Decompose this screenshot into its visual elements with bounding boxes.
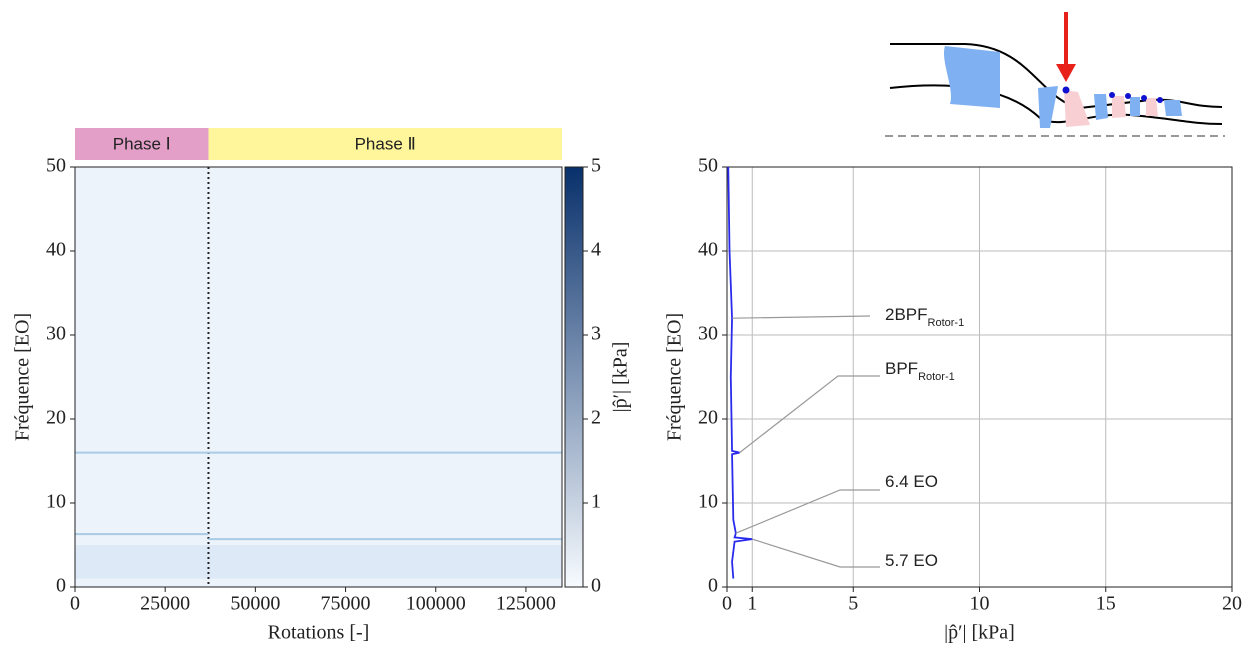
x-tick-label: 50000 (230, 593, 280, 615)
x-tick-label: 100000 (406, 593, 466, 615)
annotation-leader (739, 375, 880, 454)
annotation: 5.7 EO (885, 551, 938, 570)
annotation-text: 6.4 EO (885, 472, 938, 491)
y-tick-label: 40 (698, 239, 718, 261)
annotation-subscript: Rotor-1 (928, 317, 965, 329)
x-tick-label: 15 (1096, 593, 1116, 615)
annotation-subscript: Rotor-1 (918, 371, 955, 383)
x-tick-label: 1 (747, 593, 757, 615)
annotation-leader (735, 489, 880, 534)
y-axis-label: Fréquence [EO] (12, 313, 34, 441)
spectrum-line (727, 166, 753, 579)
y-axis-label: Fréquence [EO] (664, 313, 686, 441)
phase-band (208, 128, 563, 160)
colorbar-tick-label: 2 (591, 407, 601, 429)
low-band (75, 545, 562, 579)
x-tick-label: 5 (848, 593, 858, 615)
colorbar (564, 166, 584, 588)
annotation-text: 2BPF (885, 305, 928, 324)
annotation-text: BPF (885, 359, 918, 378)
y-tick-label: 30 (698, 323, 718, 345)
y-tick-label: 20 (46, 407, 66, 429)
plot-frame (74, 166, 563, 588)
colorbar-tick-label: 5 (591, 155, 601, 177)
colorbar-tick-label: 4 (591, 239, 601, 261)
phase-band (75, 128, 209, 160)
y-tick-label: 10 (46, 491, 66, 513)
x-tick-label: 20 (1222, 593, 1242, 615)
annotation: BPFRotor-1 (885, 359, 955, 382)
y-tick-label: 10 (698, 491, 718, 513)
y-tick-label: 50 (46, 155, 66, 177)
annotation-leader (752, 538, 880, 568)
x-tick-label: 0 (70, 593, 80, 615)
y-tick-label: 0 (56, 575, 66, 597)
y-tick-label: 20 (698, 407, 718, 429)
phase-label: Phase Ⅱ (355, 134, 416, 153)
y-tick-label: 50 (698, 155, 718, 177)
x-tick-label: 25000 (140, 593, 190, 615)
x-axis-label: |p̂′| [kPa] (944, 622, 1015, 644)
y-tick-label: 0 (708, 575, 718, 597)
y-tick-label: 40 (46, 239, 66, 261)
plot-background (75, 167, 562, 587)
annotation-leader (732, 315, 871, 319)
colorbar-label: |p̂′| [kPa] (610, 342, 632, 413)
phase-label: Phase Ⅰ (113, 134, 171, 153)
y-tick-label: 30 (46, 323, 66, 345)
x-tick-label: 125000 (496, 593, 556, 615)
annotation-text: 5.7 EO (885, 551, 938, 570)
x-axis-label: Rotations [-] (268, 622, 370, 644)
annotation: 6.4 EO (885, 472, 938, 491)
x-tick-label: 0 (722, 593, 732, 615)
engine-schematic (885, 12, 1225, 137)
colorbar-tick-label: 0 (591, 575, 601, 597)
annotation: 2BPFRotor-1 (885, 305, 964, 328)
colorbar-tick-label: 3 (591, 323, 601, 345)
x-tick-label: 75000 (321, 593, 371, 615)
colorbar-tick-label: 1 (591, 491, 601, 513)
x-tick-label: 10 (970, 593, 990, 615)
